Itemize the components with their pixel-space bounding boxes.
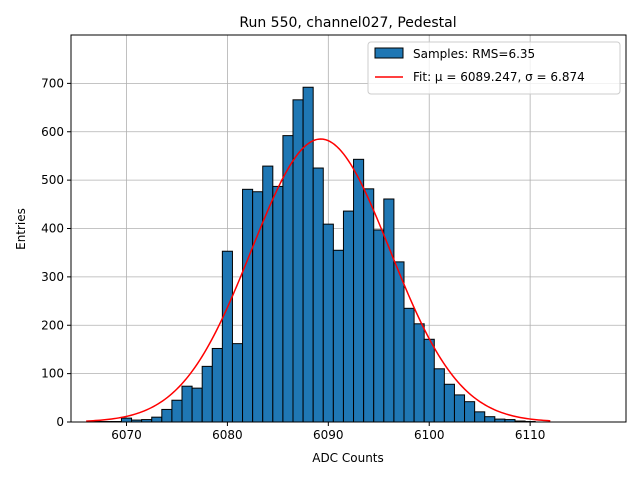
legend-box: [367, 41, 621, 95]
legend-histogram-swatch: [374, 47, 404, 59]
histogram-bar: [312, 167, 324, 423]
histogram-bar: [453, 394, 466, 423]
x-tick-label: 6080: [212, 428, 243, 442]
y-tick-label: 200: [41, 318, 64, 332]
histogram-bar: [171, 399, 183, 423]
y-tick-label: 700: [41, 76, 64, 90]
histogram-bar: [231, 343, 244, 423]
y-tick-label: 100: [41, 367, 64, 381]
x-tick-label: 6110: [515, 428, 546, 442]
fit-curve: [86, 138, 551, 422]
y-tick-label: 600: [41, 125, 64, 139]
histogram-bar: [474, 411, 486, 423]
histogram-bar: [413, 323, 425, 423]
histogram-bar: [332, 249, 344, 423]
histogram-bar: [342, 210, 355, 423]
y-axis-label: Entries: [14, 208, 28, 250]
histogram-bar: [363, 188, 375, 423]
histogram-bar: [272, 185, 284, 423]
histogram-bar: [433, 368, 445, 423]
histogram-bar: [242, 188, 254, 423]
legend: Samples: RMS=6.35 Fit: μ = 6089.247, σ =…: [367, 41, 621, 95]
y-tick-label: 0: [56, 415, 64, 429]
y-tick-label: 400: [41, 222, 64, 236]
histogram-bars: [90, 86, 536, 423]
x-axis-ticks: 6070 6080 6090 6100 6110: [111, 422, 545, 442]
chart-title: Run 550, channel027, Pedestal: [239, 15, 456, 31]
histogram-bar: [423, 338, 435, 423]
histogram-bar: [262, 165, 274, 423]
y-tick-label: 500: [41, 173, 64, 187]
histogram-bar: [353, 158, 365, 423]
x-axis-label: ADC Counts: [312, 451, 384, 465]
legend-fit-label: Fit: μ = 6089.247, σ = 6.874: [413, 70, 585, 84]
histogram-bar: [443, 383, 455, 423]
histogram-bar: [393, 261, 405, 423]
histogram-bar: [484, 416, 496, 423]
histogram-bar: [322, 223, 334, 423]
histogram-bar: [302, 86, 314, 423]
histogram-bar: [373, 229, 385, 423]
histogram-bar: [201, 365, 213, 423]
histogram-bar: [282, 135, 294, 423]
histogram-bar: [211, 347, 223, 423]
histogram-bar: [292, 99, 304, 423]
y-tick-label: 300: [41, 270, 64, 284]
legend-histogram-label: Samples: RMS=6.35: [413, 47, 535, 61]
x-tick-label: 6100: [414, 428, 445, 442]
histogram-bar: [120, 417, 133, 423]
histogram-bar: [151, 416, 163, 423]
histogram-bar: [161, 408, 173, 423]
histogram-bar: [221, 250, 233, 423]
y-axis-ticks: 0 100 200 300 400 500 600 700: [41, 76, 71, 429]
histogram-bar: [191, 387, 203, 423]
histogram-bar: [403, 307, 415, 423]
x-tick-label: 6070: [111, 428, 142, 442]
histogram-bar: [383, 198, 395, 423]
histogram-bar: [181, 385, 193, 423]
x-tick-label: 6090: [313, 428, 344, 442]
histogram-bar: [464, 401, 476, 423]
